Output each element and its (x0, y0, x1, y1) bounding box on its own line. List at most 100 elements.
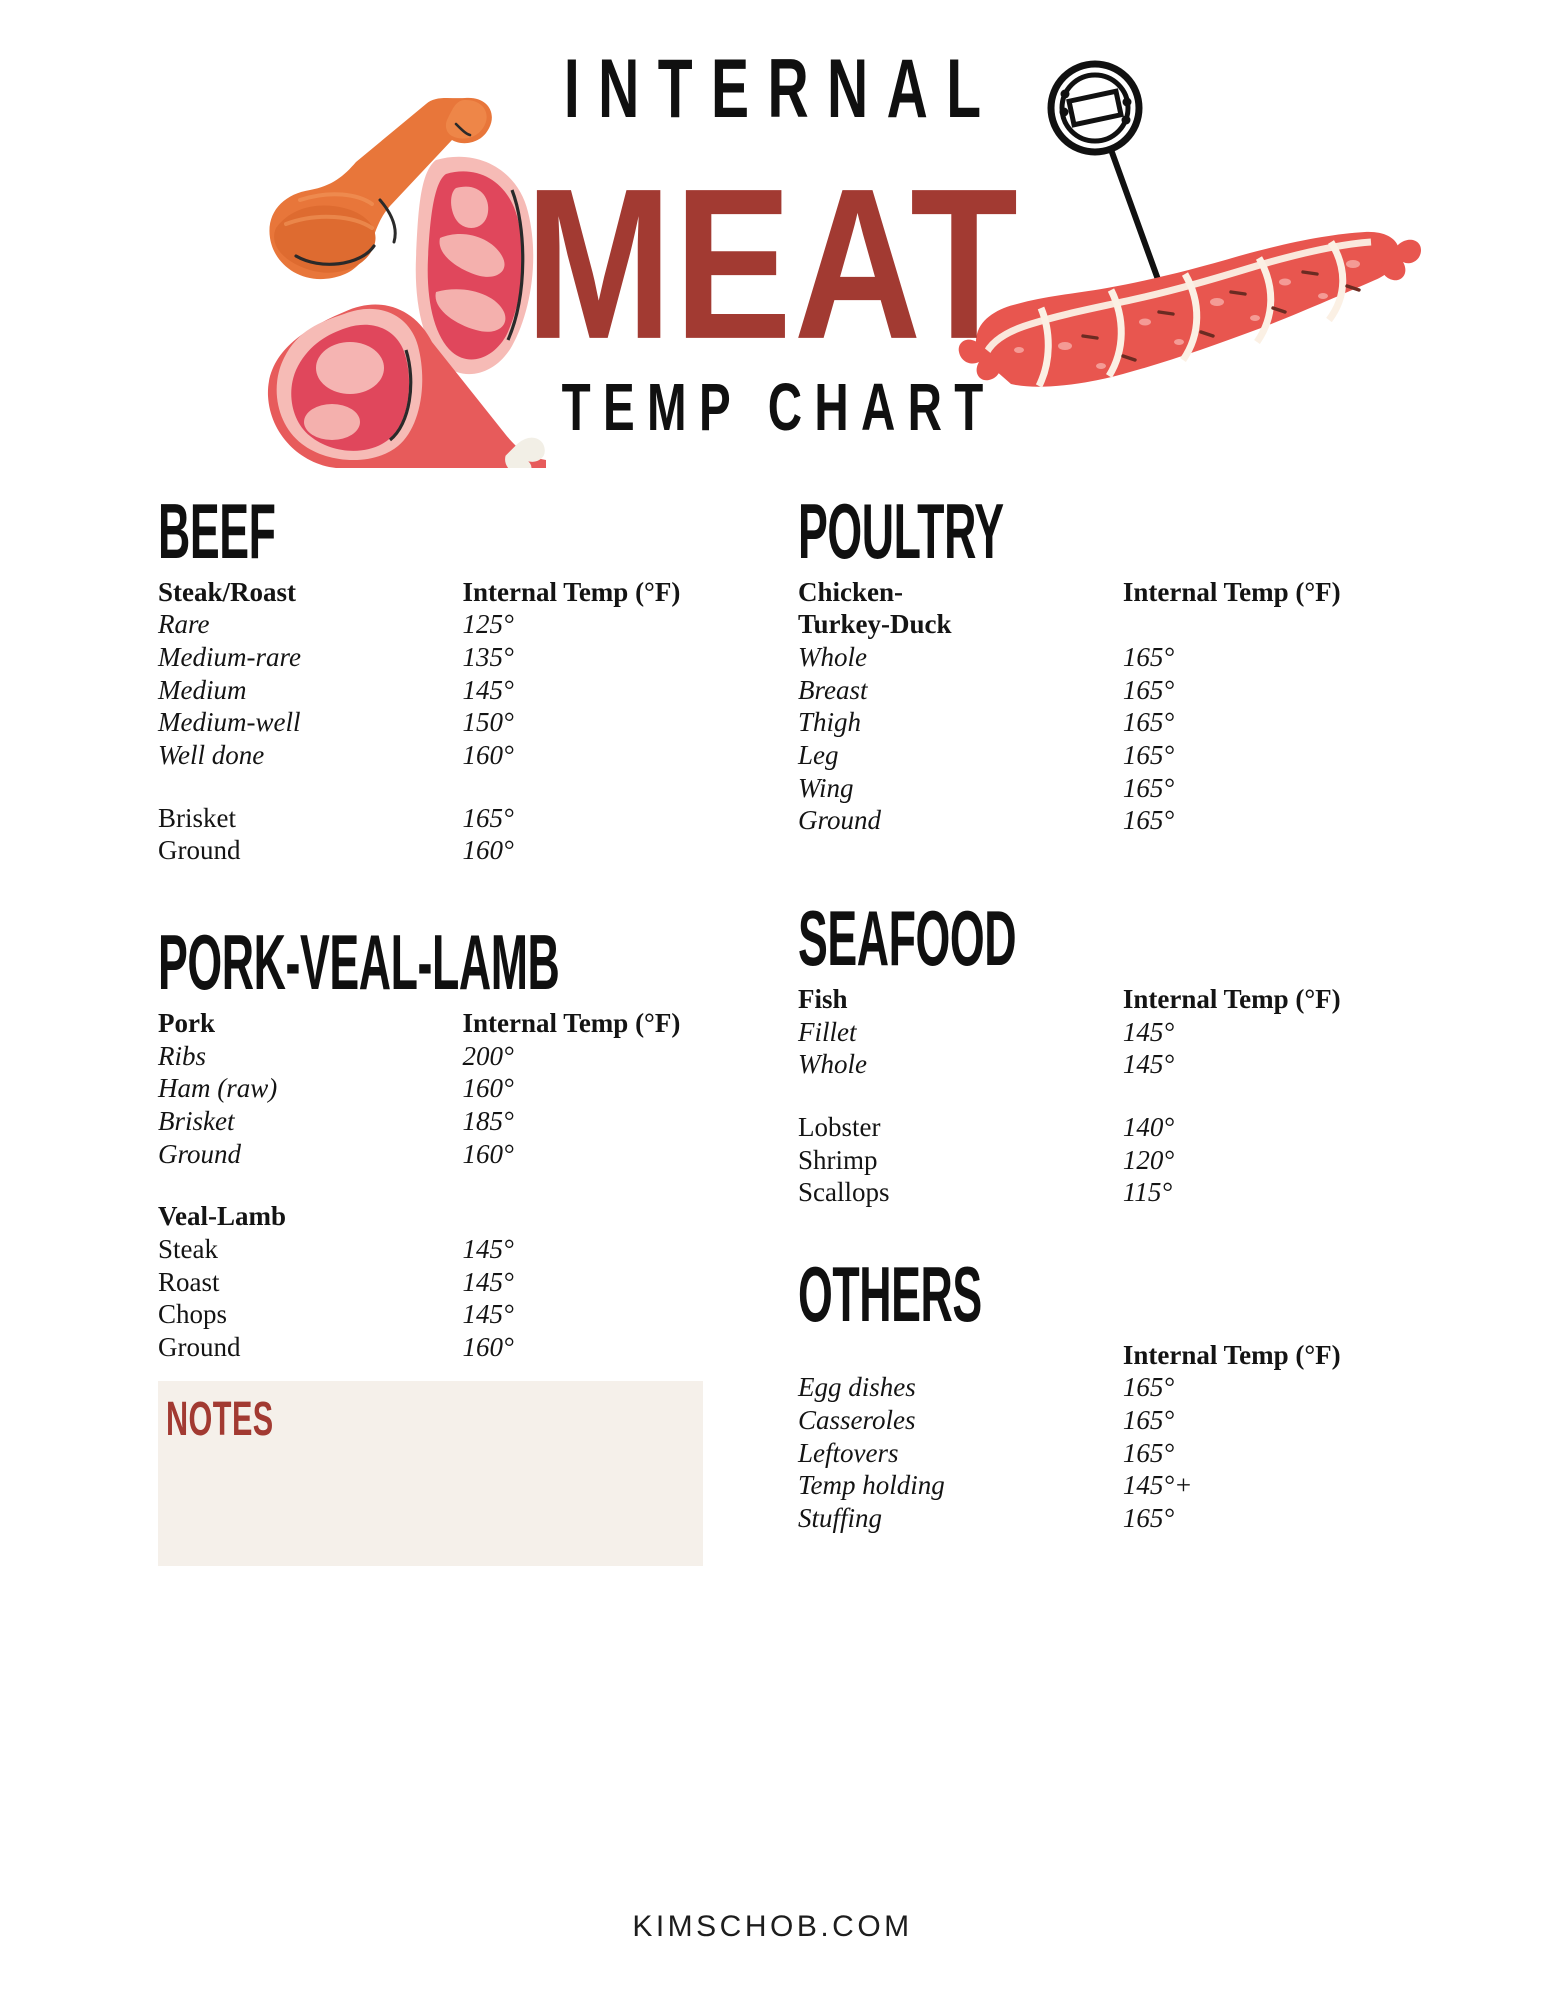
table-row: Well done 160° (158, 739, 758, 772)
table-row: Whole 145° (798, 1048, 1438, 1081)
row-item-label: Well done (158, 740, 265, 771)
roast-body (958, 231, 1421, 388)
steak-cut-art (415, 156, 534, 375)
section-heading-others: OTHERS (798, 1251, 982, 1339)
section-beef: BEEF Steak/Roast Internal Temp (°F) Rare 125… (158, 494, 758, 867)
section-poultry: POULTRY Chicken- Turkey-Duck Internal Temp … (798, 494, 1438, 837)
poultry-leg-art (269, 97, 492, 280)
footer-website[interactable]: KIMSCHOB.COM (632, 1910, 913, 1943)
meat-cuts-illustration (240, 78, 550, 475)
table-header-row: Fish Internal Temp (°F) (798, 983, 1438, 1016)
row-temp-value: 160° (462, 1138, 514, 1169)
table-header-row: Chicken- Turkey-Duck Internal Temp (°F) (798, 576, 1438, 641)
section-seafood: SEAFOOD Fish Internal Temp (°F) Fillet 145° W… (798, 896, 1438, 1209)
row-temp-value: 145° (462, 1266, 514, 1297)
row-item-label: Leg (798, 740, 839, 771)
row-item-label: Ground (798, 805, 882, 836)
table-spacer-row (158, 772, 758, 802)
row-item-label: Ground (158, 1138, 242, 1169)
row-temp-value: 165° (1122, 1437, 1175, 1468)
row-item-label: Chops (158, 1299, 228, 1330)
row-temp-value: 160° (462, 740, 514, 771)
ham-hock-art (267, 304, 546, 475)
table-row: Ground 165° (798, 804, 1438, 837)
column-header-item: Pork (158, 1007, 215, 1038)
table-row: Lobster 140° (798, 1111, 1438, 1144)
row-item-label: Ribs (158, 1040, 207, 1071)
row-temp-value: 160° (462, 1331, 514, 1362)
column-header-temp: Internal Temp (°F) (1122, 1339, 1341, 1370)
section-heading-seafood: SEAFOOD (798, 896, 1017, 984)
column-header-temp: Internal Temp (°F) (1122, 576, 1341, 607)
row-item-label: Thigh (798, 707, 862, 738)
table-row: Scallops 115° (798, 1176, 1438, 1209)
row-item-label: Temp holding (798, 1470, 945, 1501)
spacer-cell (1123, 1081, 1438, 1111)
row-temp-value: 115° (1122, 1177, 1173, 1208)
column-header-temp: Internal Temp (°F) (462, 576, 681, 607)
table-row: Steak 145° (158, 1233, 758, 1266)
row-temp-value: 145° (1122, 1016, 1175, 1047)
table-row: Thigh 165° (798, 706, 1438, 739)
left-column: BEEF Steak/Roast Internal Temp (°F) Rare 125… (158, 494, 758, 1364)
row-temp-value: 165° (1122, 1372, 1175, 1403)
row-item-label: Medium-rare (158, 642, 301, 673)
table-row: Wing 165° (798, 772, 1438, 805)
column-header-item (798, 1339, 1123, 1372)
row-temp-value: 145°+ (1122, 1470, 1193, 1501)
table-row: Chops 145° (158, 1298, 758, 1331)
table-header-row: Veal-Lamb (158, 1200, 758, 1233)
right-column: POULTRY Chicken- Turkey-Duck Internal Temp … (798, 494, 1438, 1535)
spacer-cell (463, 772, 758, 802)
table-row: Brisket 165° (158, 802, 758, 835)
row-temp-value: 160° (462, 1073, 514, 1104)
row-item-label: Ham (raw) (158, 1073, 278, 1104)
row-temp-value: 165° (1122, 707, 1175, 738)
row-temp-value: 165° (462, 802, 514, 833)
table-row: Egg dishes 165° (798, 1371, 1438, 1404)
row-item-label: Egg dishes (798, 1372, 916, 1403)
row-item-label: Stuffing (798, 1502, 883, 1533)
row-temp-value: 145° (462, 674, 514, 705)
table-row: Fillet 145° (798, 1016, 1438, 1049)
table-row: Casseroles 165° (798, 1404, 1438, 1437)
row-item-label: Scallops (798, 1177, 890, 1208)
row-item-label: Rare (158, 609, 210, 640)
table-row: Ribs 200° (158, 1040, 758, 1073)
tied-roast-with-probe-illustration (955, 50, 1435, 450)
row-temp-value: 165° (1122, 1502, 1175, 1533)
table-row: Ground 160° (158, 1331, 758, 1364)
row-item-label: Ground (158, 835, 241, 866)
row-item-label: Roast (158, 1266, 220, 1297)
temp-table-pork-veal-lamb: Pork Internal Temp (°F) Ribs 200° Ham (raw) 1… (158, 1007, 758, 1364)
row-item-label: Breast (798, 674, 868, 705)
table-row: Medium-well 150° (158, 706, 758, 739)
dial-thermometer-icon (1047, 60, 1143, 156)
notes-box[interactable]: NOTES (158, 1381, 703, 1567)
table-row: Brisket 185° (158, 1105, 758, 1138)
column-header-temp (463, 1200, 758, 1233)
row-temp-value: 150° (462, 707, 514, 738)
table-row: Shrimp 120° (798, 1144, 1438, 1177)
chart-content: BEEF Steak/Roast Internal Temp (°F) Rare 125… (0, 494, 1545, 1898)
row-item-label: Brisket (158, 1105, 235, 1136)
spacer-cell (158, 1170, 463, 1200)
table-row: Roast 145° (158, 1266, 758, 1299)
table-header-row: Steak/Roast Internal Temp (°F) (158, 576, 758, 609)
row-temp-value: 165° (1122, 674, 1175, 705)
row-item-label: Fillet (798, 1016, 857, 1047)
table-row: Ground 160° (158, 834, 758, 867)
row-temp-value: 140° (1122, 1111, 1175, 1142)
table-row: Leftovers 165° (798, 1437, 1438, 1470)
table-row: Leg 165° (798, 739, 1438, 772)
row-item-label: Medium-well (158, 707, 301, 738)
row-item-label: Shrimp (798, 1144, 878, 1175)
column-header-item: Fish (798, 983, 848, 1014)
column-header-item: Steak/Roast (158, 576, 297, 607)
row-temp-value: 165° (1122, 805, 1175, 836)
page-header: INTERNAL MEAT TEMP CHART (0, 0, 1545, 500)
table-header-row: Internal Temp (°F) (798, 1339, 1438, 1372)
table-row: Breast 165° (798, 674, 1438, 707)
row-temp-value: 145° (462, 1233, 514, 1264)
row-temp-value: 165° (1122, 740, 1175, 771)
